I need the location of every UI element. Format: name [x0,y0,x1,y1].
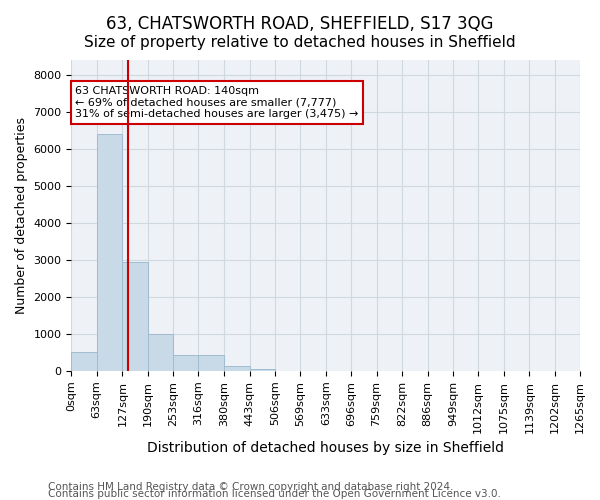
Text: 63 CHATSWORTH ROAD: 140sqm
← 69% of detached houses are smaller (7,777)
31% of s: 63 CHATSWORTH ROAD: 140sqm ← 69% of deta… [76,86,359,119]
Text: Contains HM Land Registry data © Crown copyright and database right 2024.: Contains HM Land Registry data © Crown c… [48,482,454,492]
Y-axis label: Number of detached properties: Number of detached properties [15,117,28,314]
Text: Contains public sector information licensed under the Open Government Licence v3: Contains public sector information licen… [48,489,501,499]
Bar [250,368,275,371]
Bar [224,366,250,371]
Text: Size of property relative to detached houses in Sheffield: Size of property relative to detached ho… [84,35,516,50]
Bar [122,262,148,371]
Bar [71,352,97,371]
Bar [148,334,173,371]
Bar [97,134,122,371]
Text: 63, CHATSWORTH ROAD, SHEFFIELD, S17 3QG: 63, CHATSWORTH ROAD, SHEFFIELD, S17 3QG [106,15,494,33]
X-axis label: Distribution of detached houses by size in Sheffield: Distribution of detached houses by size … [147,441,504,455]
Bar [199,355,224,371]
Bar [173,355,199,371]
